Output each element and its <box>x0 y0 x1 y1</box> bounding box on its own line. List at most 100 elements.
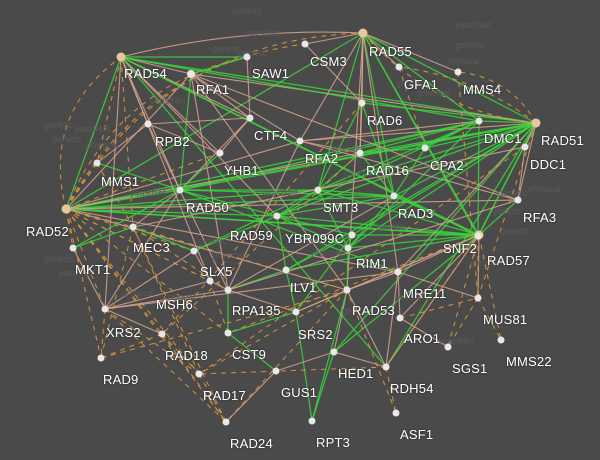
node-gus1[interactable] <box>272 367 280 375</box>
edge-genetic[interactable] <box>161 102 363 335</box>
edge-yeastnet[interactable] <box>359 120 480 154</box>
edge-physical[interactable] <box>147 123 229 291</box>
edge-physical[interactable] <box>65 73 192 210</box>
edge-yeastnet[interactable] <box>359 147 426 154</box>
edge-genetic[interactable] <box>478 234 502 341</box>
edge-physical[interactable] <box>104 271 399 310</box>
edge-genetic[interactable] <box>362 32 537 124</box>
edge-physical[interactable] <box>246 56 251 119</box>
edge-yeastnet[interactable] <box>424 122 537 149</box>
edge-physical[interactable] <box>65 140 301 210</box>
node-aro1[interactable] <box>396 314 404 322</box>
edge-genetic[interactable] <box>65 43 306 210</box>
edge-yeastnet[interactable] <box>179 189 278 217</box>
node-rad57[interactable] <box>474 232 482 240</box>
node-rad52[interactable] <box>61 204 71 214</box>
edge-yeastnet[interactable] <box>276 215 287 271</box>
edge-physical[interactable] <box>120 56 221 154</box>
edge-physical[interactable] <box>397 271 479 299</box>
edge-physical[interactable] <box>190 73 348 291</box>
edge-yeastnet[interactable] <box>193 215 278 252</box>
edge-genetic[interactable] <box>96 162 134 228</box>
edge-physical[interactable] <box>362 32 400 68</box>
edge-yeastnet[interactable] <box>393 195 480 236</box>
edge-genetic[interactable] <box>100 308 106 359</box>
edge-yeastnet[interactable] <box>385 122 537 368</box>
edge-yeastnet[interactable] <box>65 120 480 210</box>
edge-physical[interactable] <box>147 123 221 154</box>
edge-yeastnet[interactable] <box>362 32 480 122</box>
edge-yeastnet[interactable] <box>276 120 480 217</box>
edge-physical[interactable] <box>397 122 537 273</box>
edge-yeastnet[interactable] <box>333 122 537 353</box>
edge-physical[interactable] <box>275 351 335 372</box>
edge-physical[interactable] <box>120 56 192 75</box>
node-slx5[interactable] <box>190 247 198 255</box>
edge-yeastnet[interactable] <box>359 152 395 197</box>
edge-genetic[interactable] <box>65 208 229 334</box>
edge-yeastnet[interactable] <box>65 195 395 210</box>
edge-yeastnet[interactable] <box>132 226 195 252</box>
edge-yeastnet[interactable] <box>285 269 297 313</box>
node-rad6[interactable] <box>358 99 366 107</box>
edge-genetic[interactable] <box>161 333 227 423</box>
edge-physical[interactable] <box>104 250 195 310</box>
node-cst9[interactable] <box>224 329 232 337</box>
edge-genetic[interactable] <box>96 56 122 164</box>
edge-yeastnet[interactable] <box>393 147 426 197</box>
edge-physical[interactable] <box>517 122 537 201</box>
edge-genetic[interactable] <box>65 208 106 310</box>
edge-genetic[interactable] <box>65 208 134 228</box>
node-msh6[interactable] <box>206 277 214 285</box>
node-ddc1[interactable] <box>521 143 529 151</box>
node-rfa1[interactable] <box>187 70 195 78</box>
node-mec3[interactable] <box>129 223 137 231</box>
node-rad55[interactable] <box>358 28 368 38</box>
edge-physical[interactable] <box>346 271 399 291</box>
node-rad51[interactable] <box>531 118 541 128</box>
edge-physical[interactable] <box>295 289 348 313</box>
edge-physical[interactable] <box>120 56 211 282</box>
edge-genetic[interactable] <box>65 208 227 423</box>
edge-physical[interactable] <box>65 208 399 273</box>
edge-yeastnet[interactable] <box>347 195 395 249</box>
node-dmc1[interactable] <box>475 117 483 125</box>
edge-genetic[interactable] <box>385 235 479 368</box>
edge-genetic[interactable] <box>161 152 361 335</box>
edge-physical[interactable] <box>193 250 211 282</box>
node-mre11[interactable] <box>394 268 402 276</box>
edge-physical[interactable] <box>190 73 229 291</box>
edge-physical[interactable] <box>65 199 519 210</box>
edge-physical[interactable] <box>96 123 149 164</box>
node-mms1[interactable] <box>93 159 101 167</box>
edge-yeastnet[interactable] <box>179 152 221 191</box>
node-asf1[interactable] <box>392 409 400 417</box>
edge-physical[interactable] <box>299 140 361 154</box>
node-xrs2[interactable] <box>101 305 109 313</box>
edge-physical[interactable] <box>304 32 364 45</box>
edge-physical[interactable] <box>333 351 387 368</box>
node-rad18[interactable] <box>158 330 166 338</box>
node-rfa2[interactable] <box>296 137 304 145</box>
node-rpt3[interactable] <box>308 417 316 425</box>
edge-yeastnet[interactable] <box>311 289 348 422</box>
node-rad59[interactable] <box>273 212 281 220</box>
edge-yeastnet[interactable] <box>276 189 319 217</box>
edge-physical[interactable] <box>132 189 181 228</box>
edge-genetic[interactable] <box>65 208 163 335</box>
edge-yeastnet[interactable] <box>361 102 395 197</box>
edge-physical[interactable] <box>362 32 459 73</box>
edge-physical[interactable] <box>346 289 387 368</box>
edge-yeastnet[interactable] <box>227 311 297 334</box>
edge-physical[interactable] <box>517 146 526 201</box>
node-ybr099c[interactable] <box>348 231 356 239</box>
edge-physical[interactable] <box>304 43 363 104</box>
edge-yeastnet[interactable] <box>317 189 480 236</box>
edge-physical[interactable] <box>399 234 480 319</box>
edge-yeastnet[interactable] <box>317 102 363 191</box>
edge-yeastnet[interactable] <box>295 311 313 422</box>
node-ilv1[interactable] <box>282 266 290 274</box>
edge-yeastnet[interactable] <box>179 189 399 273</box>
edge-physical[interactable] <box>225 370 277 423</box>
edge-genetic[interactable] <box>198 366 387 375</box>
